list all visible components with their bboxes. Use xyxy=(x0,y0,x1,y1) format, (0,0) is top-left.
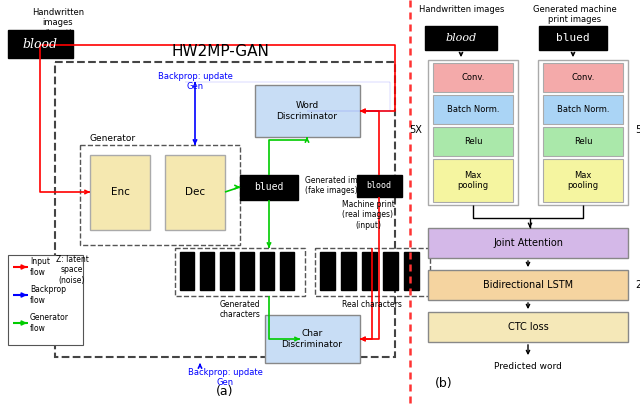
Text: Backprop
flow: Backprop flow xyxy=(30,285,66,305)
Bar xyxy=(80,145,240,245)
Bar xyxy=(383,252,398,290)
Bar xyxy=(433,63,513,92)
Text: Generated
characters: Generated characters xyxy=(220,300,260,319)
Text: Relu: Relu xyxy=(573,137,592,146)
Text: blood: blood xyxy=(367,182,392,190)
Bar xyxy=(260,252,274,290)
Text: Z: latent
space
(noise): Z: latent space (noise) xyxy=(56,255,88,285)
Text: CTC loss: CTC loss xyxy=(508,322,548,332)
Text: (a): (a) xyxy=(216,385,234,398)
Bar xyxy=(180,252,194,290)
Text: Max
pooling: Max pooling xyxy=(568,171,598,190)
Bar xyxy=(55,62,395,357)
Text: Generated machine
print images: Generated machine print images xyxy=(533,5,617,24)
Bar xyxy=(240,175,298,200)
Text: Generated images
(fake images): Generated images (fake images) xyxy=(305,176,376,195)
Bar xyxy=(428,312,628,342)
Bar xyxy=(320,252,335,290)
Bar xyxy=(357,175,402,197)
Text: Batch Norm.: Batch Norm. xyxy=(447,105,499,114)
Bar xyxy=(539,26,607,50)
Bar xyxy=(90,155,150,230)
Bar xyxy=(240,252,254,290)
Text: Dec: Dec xyxy=(185,187,205,197)
Bar xyxy=(341,252,356,290)
Bar xyxy=(433,159,513,202)
Bar xyxy=(315,248,430,296)
Text: Max
pooling: Max pooling xyxy=(458,171,488,190)
Text: Real characters: Real characters xyxy=(342,300,402,309)
Text: Conv.: Conv. xyxy=(572,73,595,82)
Text: Generator: Generator xyxy=(90,134,136,143)
Text: blood: blood xyxy=(22,37,58,50)
Bar xyxy=(362,252,377,290)
Bar xyxy=(255,85,360,137)
Bar xyxy=(543,95,623,124)
Bar xyxy=(165,155,225,230)
Bar xyxy=(543,159,623,202)
Text: Char
Discriminator: Char Discriminator xyxy=(282,329,342,349)
Bar xyxy=(8,30,73,58)
Bar xyxy=(543,63,623,92)
Bar xyxy=(538,60,628,205)
Text: Predicted word: Predicted word xyxy=(494,362,562,371)
Text: Handwritten
images
(input): Handwritten images (input) xyxy=(32,8,84,38)
Text: Enc: Enc xyxy=(111,187,129,197)
Text: Handwritten images: Handwritten images xyxy=(419,5,505,14)
Bar xyxy=(175,248,305,296)
Text: blued: blued xyxy=(556,33,590,43)
Bar xyxy=(428,270,628,300)
Bar xyxy=(543,127,623,156)
Text: 5X: 5X xyxy=(635,125,640,135)
Text: Generator
flow: Generator flow xyxy=(30,313,69,333)
Text: Word
Discriminator: Word Discriminator xyxy=(276,101,337,121)
Text: Machine print
(real images)
(input): Machine print (real images) (input) xyxy=(342,200,394,230)
Text: 2X: 2X xyxy=(635,280,640,290)
Text: HW2MP-GAN: HW2MP-GAN xyxy=(171,44,269,59)
Text: 5X: 5X xyxy=(409,125,422,135)
Text: (b): (b) xyxy=(435,377,452,390)
Text: Conv.: Conv. xyxy=(461,73,484,82)
Bar xyxy=(428,228,628,258)
Text: blood: blood xyxy=(445,33,477,43)
Bar xyxy=(220,252,234,290)
Bar xyxy=(404,252,419,290)
Bar xyxy=(428,60,518,205)
Bar xyxy=(425,26,497,50)
Text: Backprop: update
Gen: Backprop: update Gen xyxy=(188,368,262,387)
Text: blued: blued xyxy=(254,182,284,192)
Text: Joint Attention: Joint Attention xyxy=(493,238,563,248)
Text: Input
flow: Input flow xyxy=(30,257,50,277)
Text: Relu: Relu xyxy=(464,137,483,146)
Text: Batch Norm.: Batch Norm. xyxy=(557,105,609,114)
Text: Bidirectional LSTM: Bidirectional LSTM xyxy=(483,280,573,290)
Text: Backprop: update
Gen: Backprop: update Gen xyxy=(157,72,232,92)
Bar xyxy=(265,315,360,363)
Bar xyxy=(433,95,513,124)
Bar xyxy=(200,252,214,290)
Bar xyxy=(433,127,513,156)
Bar xyxy=(8,255,83,345)
Bar xyxy=(280,252,294,290)
